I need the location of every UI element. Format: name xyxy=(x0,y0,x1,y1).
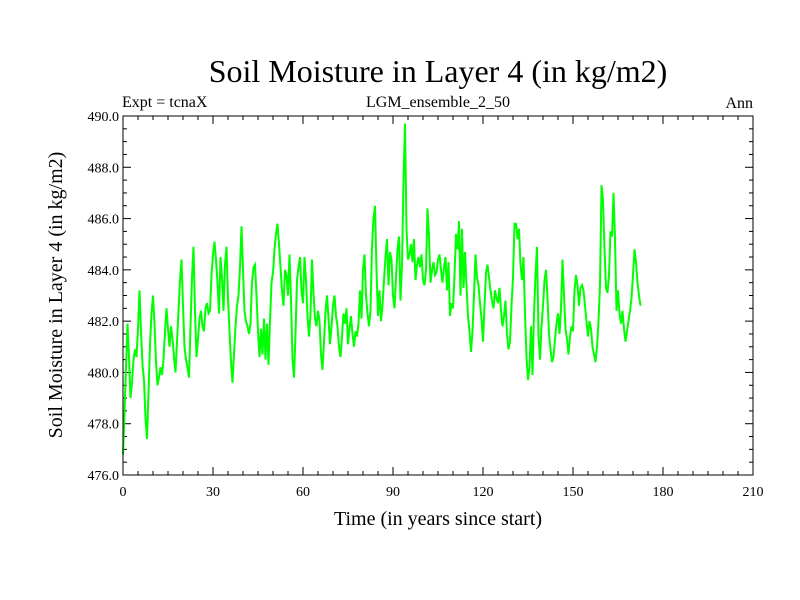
y-ticks: 476.0 478.0 480.0 482.0 484.0 486.0 488.0 490.0 xyxy=(88,110,753,484)
series-line-soil-moisture xyxy=(122,123,642,455)
period-label: Ann xyxy=(725,95,753,112)
x-tick-label: 120 xyxy=(473,485,494,500)
x-ticks: 0 30 60 90 120 150 180 210 xyxy=(120,116,764,500)
y-tick-label: 484.0 xyxy=(88,264,120,279)
experiment-label: Expt = tcnaX xyxy=(122,94,208,111)
y-tick-label: 490.0 xyxy=(88,110,120,125)
x-tick-label: 60 xyxy=(296,485,310,500)
x-tick-label: 0 xyxy=(120,485,127,500)
y-tick-label: 480.0 xyxy=(88,366,120,381)
x-tick-label: 180 xyxy=(653,485,674,500)
y-tick-label: 478.0 xyxy=(88,418,120,433)
y-axis-label: Soil Moisture in Layer 4 (in kg/m2) xyxy=(45,152,67,439)
x-tick-label: 30 xyxy=(206,485,220,500)
x-tick-label: 150 xyxy=(563,485,584,500)
y-tick-label: 488.0 xyxy=(88,161,120,176)
y-tick-label: 476.0 xyxy=(88,469,120,484)
y-tick-label: 482.0 xyxy=(88,315,120,330)
x-tick-label: 90 xyxy=(386,485,400,500)
chart-title: Soil Moisture in Layer 4 (in kg/m2) xyxy=(209,53,668,89)
plot-frame xyxy=(122,115,754,476)
x-axis-label: Time (in years since start) xyxy=(334,508,542,530)
y-tick-label: 486.0 xyxy=(88,213,120,228)
ensemble-label: LGM_ensemble_2_50 xyxy=(366,94,510,111)
x-tick-label: 210 xyxy=(743,485,764,500)
